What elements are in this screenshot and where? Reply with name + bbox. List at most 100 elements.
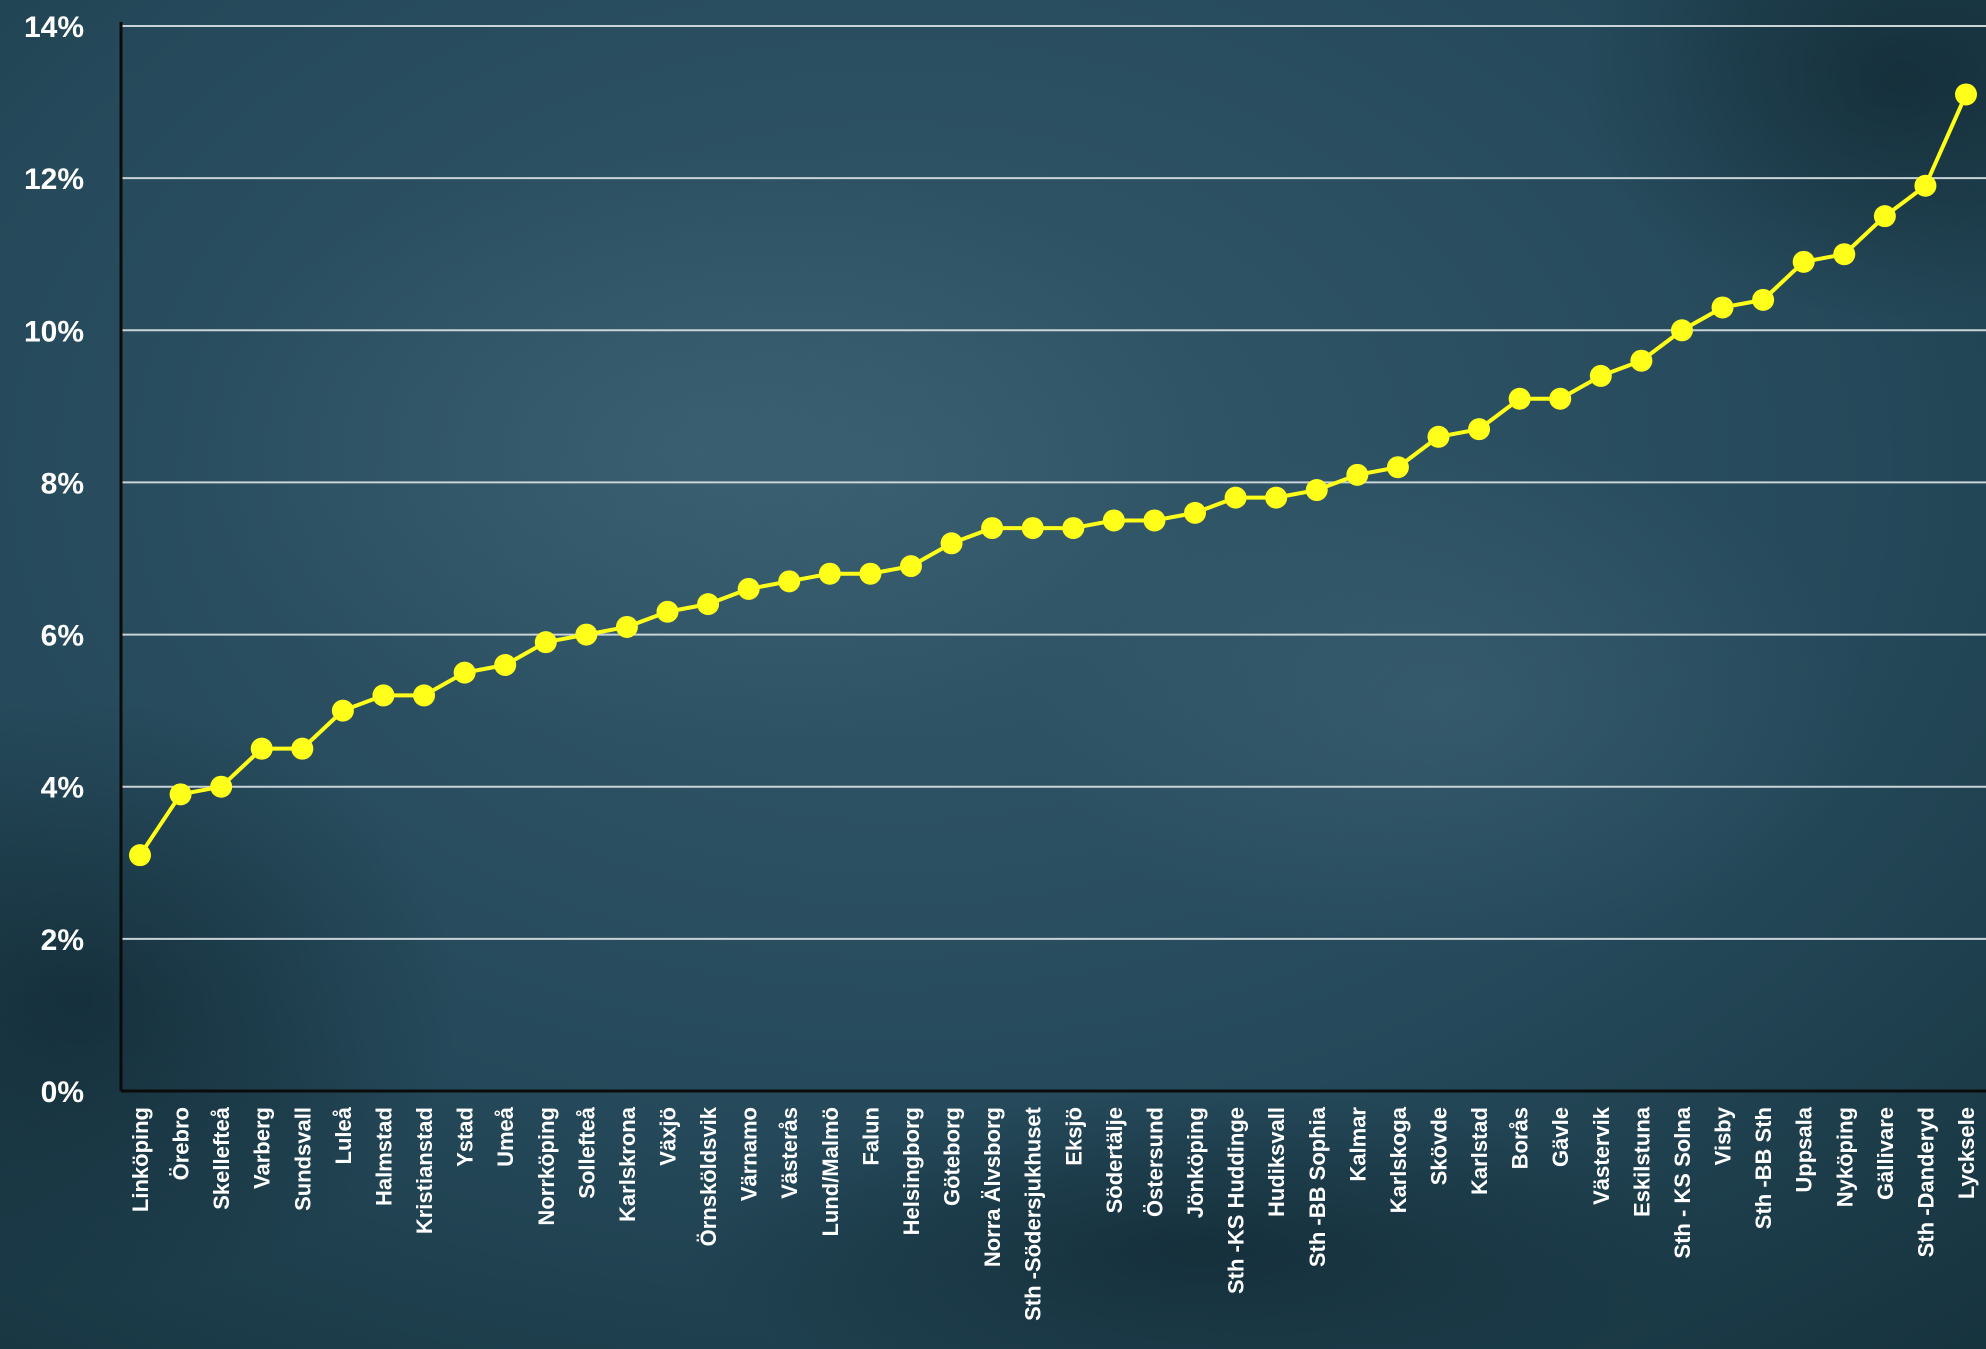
y-tick-label: 0%: [41, 1076, 84, 1109]
data-point-14: [656, 600, 679, 623]
x-tick-label: Nyköping: [1832, 1107, 1857, 1207]
data-point-35: [1508, 387, 1531, 410]
x-tick-label: Varberg: [250, 1107, 275, 1189]
y-tick-label: 4%: [41, 772, 84, 805]
data-point-4: [250, 737, 273, 760]
data-point-23: [1021, 517, 1044, 540]
x-tick-label: Gävle: [1548, 1107, 1573, 1167]
x-tick-label: Sth -KS Huddinge: [1224, 1107, 1249, 1294]
data-point-12: [575, 623, 598, 646]
x-tick-label: Växjö: [656, 1107, 681, 1166]
x-tick-label: Skövde: [1426, 1107, 1451, 1185]
data-point-27: [1184, 501, 1207, 524]
x-tick-label: Sth -BB Sophia: [1305, 1106, 1330, 1267]
x-tick-label: Sth -BB Sth: [1751, 1107, 1776, 1229]
x-tick-label: Jönköping: [1183, 1107, 1208, 1218]
x-tick-label: Gällivare: [1873, 1107, 1898, 1200]
x-tick-label: Norrköping: [534, 1107, 559, 1226]
data-point-42: [1792, 250, 1815, 273]
data-point-1: [129, 844, 151, 867]
data-point-9: [453, 661, 476, 684]
data-point-5: [291, 737, 314, 760]
x-tick-label: Kalmar: [1345, 1107, 1370, 1182]
x-tick-label: Lycksele: [1954, 1107, 1979, 1199]
data-point-17: [778, 570, 801, 593]
y-tick-label: 6%: [41, 620, 84, 653]
data-point-11: [534, 631, 557, 654]
series-line: [138, 93, 1968, 857]
x-tick-label: Borås: [1508, 1107, 1533, 1169]
data-point-24: [1062, 517, 1085, 540]
data-point-8: [413, 684, 436, 707]
data-point-29: [1265, 486, 1288, 509]
x-tick-label: Uppsala: [1792, 1106, 1817, 1192]
x-tick-label: Eksjö: [1061, 1107, 1086, 1166]
x-tick-label: Karlskoga: [1386, 1106, 1411, 1213]
y-tick-label: 2%: [41, 924, 84, 957]
data-point-46: [1955, 83, 1977, 106]
x-tick-label: Norra Älvsborg: [980, 1107, 1005, 1267]
data-point-6: [331, 699, 354, 722]
x-tick-label: Sth -Södersjukhuset: [1021, 1106, 1046, 1321]
data-point-30: [1305, 479, 1328, 502]
data-point-34: [1468, 418, 1491, 441]
data-point-37: [1589, 364, 1612, 387]
y-tick-label: 8%: [41, 467, 84, 500]
data-point-36: [1549, 387, 1572, 410]
x-tick-label: Västerås: [777, 1107, 802, 1199]
y-tick-label: 10%: [24, 315, 84, 348]
data-point-16: [737, 577, 760, 600]
x-tick-label: Hudiksvall: [1264, 1107, 1289, 1217]
data-point-20: [899, 555, 922, 578]
data-point-2: [169, 783, 192, 806]
x-tick-label: Halmstad: [371, 1107, 396, 1206]
data-point-15: [697, 593, 720, 616]
x-tick-label: Sth - KS Solna: [1670, 1106, 1695, 1258]
x-tick-label: Ystad: [453, 1107, 478, 1167]
data-point-3: [210, 775, 233, 798]
data-point-39: [1670, 319, 1693, 342]
y-tick-label: 12%: [24, 163, 84, 196]
data-point-21: [940, 532, 963, 555]
y-tick-label: 14%: [24, 11, 84, 44]
data-point-44: [1873, 205, 1896, 228]
x-tick-label: Örebro: [169, 1107, 194, 1180]
data-point-18: [818, 562, 841, 585]
data-point-32: [1386, 456, 1409, 479]
x-tick-label: Sollefteå: [574, 1106, 599, 1198]
x-tick-label: Västervik: [1589, 1106, 1614, 1205]
x-tick-label: Linköping: [128, 1107, 153, 1212]
x-tick-label: Visby: [1711, 1106, 1736, 1165]
data-point-13: [615, 615, 638, 638]
data-point-43: [1833, 243, 1856, 266]
data-point-40: [1711, 296, 1734, 319]
x-tick-label: Södertälje: [1102, 1107, 1127, 1213]
x-tick-label: Lund/Malmö: [818, 1107, 843, 1237]
x-tick-label: Falun: [858, 1107, 883, 1166]
x-tick-label: Sth -Danderyd: [1913, 1107, 1938, 1257]
x-tick-label: Skellefteå: [209, 1106, 234, 1209]
x-tick-label: Helsingborg: [899, 1107, 924, 1235]
x-tick-label: Karlskrona: [615, 1106, 640, 1222]
data-point-22: [981, 517, 1004, 540]
x-tick-label: Örnsköldsvik: [696, 1106, 721, 1246]
x-tick-label: Umeå: [493, 1106, 518, 1167]
x-tick-label: Östersund: [1142, 1107, 1167, 1217]
data-point-38: [1630, 349, 1653, 372]
data-point-45: [1914, 174, 1937, 197]
data-point-28: [1224, 486, 1247, 509]
data-point-10: [494, 654, 517, 676]
x-tick-label: Värnamo: [737, 1107, 762, 1201]
x-tick-label: Göteborg: [940, 1107, 965, 1206]
data-point-31: [1346, 463, 1369, 486]
data-point-33: [1427, 425, 1450, 448]
x-tick-label: Luleå: [331, 1106, 356, 1164]
x-tick-label: Eskilstuna: [1629, 1106, 1654, 1217]
data-point-19: [859, 562, 882, 585]
data-point-26: [1143, 509, 1166, 532]
x-tick-label: Sundsvall: [290, 1107, 315, 1211]
x-tick-label: Karlstad: [1467, 1107, 1492, 1195]
data-point-25: [1102, 509, 1125, 532]
